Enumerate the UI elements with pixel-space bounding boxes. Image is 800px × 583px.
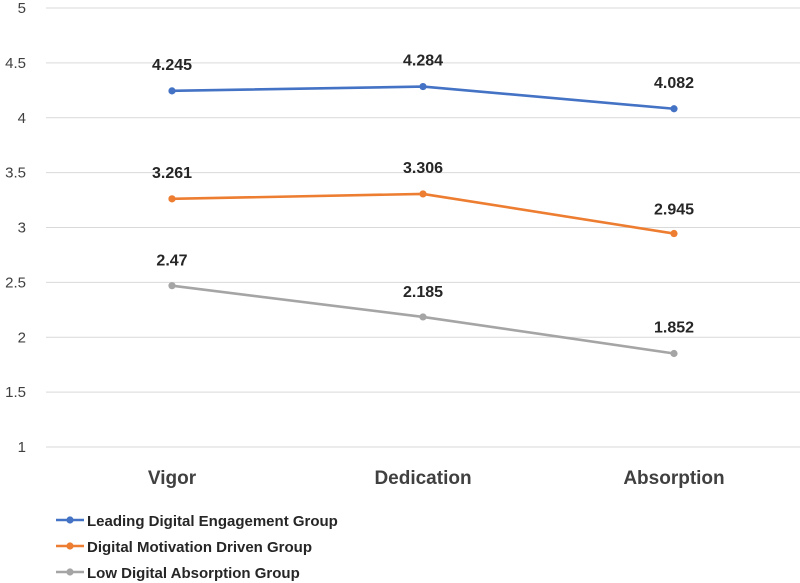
legend-label: Digital Motivation Driven Group: [87, 539, 312, 556]
data-label: 1.852: [654, 319, 694, 336]
legend-label: Low Digital Absorption Group: [87, 565, 300, 582]
legend: Leading Digital Engagement Group Digital …: [56, 513, 338, 582]
x-axis-ticks: Vigor Dedication Absorption: [148, 468, 725, 489]
y-tick-label: 1.5: [5, 384, 26, 401]
y-tick-label: 3.5: [5, 165, 26, 182]
legend-swatch-marker: [66, 568, 74, 576]
y-tick-label: 2: [18, 329, 26, 346]
y-tick-label: 1: [18, 439, 26, 456]
data-label: 3.306: [403, 160, 443, 177]
data-label: 4.082: [654, 75, 694, 92]
x-tick-label: Absorption: [623, 468, 724, 489]
data-point: [168, 282, 176, 290]
y-axis-ticks: 1 1.5 2 2.5 3 3.5 4 4.5 5: [5, 0, 26, 456]
data-point: [168, 87, 176, 95]
data-point: [419, 82, 427, 91]
data-label: 3.261: [152, 165, 192, 182]
data-label: 2.945: [654, 202, 694, 219]
x-tick-label: Dedication: [374, 468, 471, 489]
x-tick-label: Vigor: [148, 468, 197, 489]
legend-label: Leading Digital Engagement Group: [87, 513, 338, 530]
data-point: [168, 195, 176, 203]
y-tick-label: 4.5: [5, 55, 26, 72]
data-label: 4.245: [152, 57, 192, 74]
data-point: [419, 190, 427, 198]
data-label: 2.185: [403, 284, 443, 301]
data-labels: 4.245 4.284 4.082 3.261 3.306 2.945 2.47 2.185 1…: [152, 53, 694, 337]
series-lines: [168, 82, 678, 358]
data-label: 2.47: [156, 253, 187, 270]
data-point: [670, 229, 678, 238]
y-tick-label: 4: [18, 110, 26, 127]
data-label: 4.284: [403, 53, 443, 70]
y-tick-label: 3: [18, 220, 26, 237]
y-tick-label: 2.5: [5, 274, 26, 291]
legend-swatch-marker: [66, 516, 74, 524]
data-point: [670, 349, 678, 358]
y-tick-label: 5: [18, 0, 26, 17]
legend-swatch-marker: [66, 542, 74, 550]
data-point: [670, 105, 678, 113]
data-point: [419, 313, 427, 321]
